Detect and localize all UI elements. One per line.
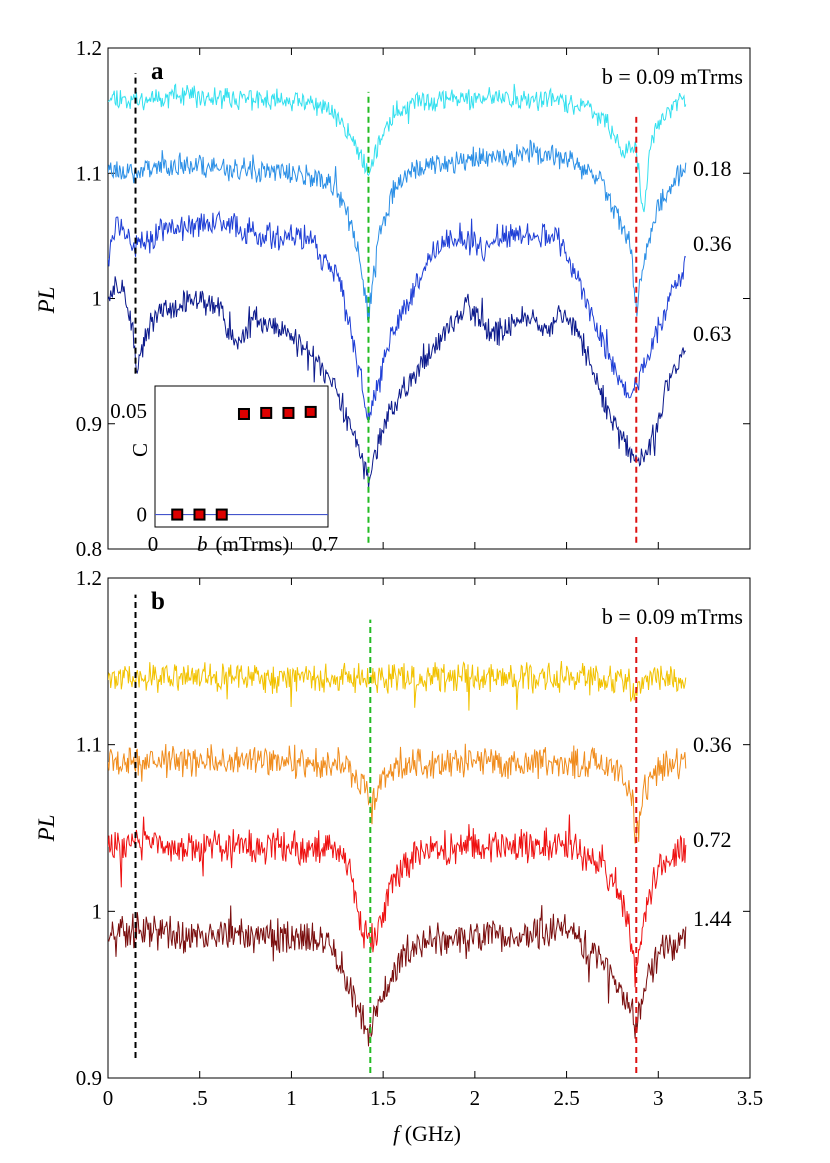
x-tick-label: .5 (192, 1086, 208, 1110)
series-0-0-line (108, 83, 687, 213)
y-tick-label: 1 (92, 287, 103, 311)
inset-x-tick-label: 0 (148, 532, 159, 556)
inset-point (260, 406, 273, 419)
y-tick-label: 0.9 (76, 412, 102, 436)
inset-point (282, 406, 295, 419)
series-1-1-line (108, 743, 687, 844)
inset-y-tick-label: 0.05 (110, 399, 147, 423)
inset-point (304, 405, 317, 418)
panel-a: 0.8 0.9 1 1.1 1.2 PL a b = 0.09 mTrms 0.18 0.36 0.… (34, 36, 751, 561)
series-0-3-line (108, 276, 686, 489)
traces (108, 83, 687, 489)
y-tick-label: 0.9 (76, 1066, 102, 1090)
series-label: 0.18 (693, 156, 732, 181)
y-tick-label: 1.1 (76, 161, 102, 185)
series-label: b = 0.09 mTrms (602, 64, 743, 89)
y-axis-label: PL (34, 815, 59, 843)
series-label: 0.36 (693, 732, 732, 757)
x-tick-label: 1 (286, 1086, 297, 1110)
panel-letter: b (151, 588, 165, 615)
series-label: 0.72 (693, 827, 732, 852)
inset-y-tick-label: 0 (137, 503, 148, 527)
series-label: 0.36 (693, 231, 732, 256)
inset-point (171, 508, 184, 521)
panel-letter: a (151, 58, 164, 85)
x-tick-label: 2 (470, 1086, 481, 1110)
axes-frame (107, 577, 751, 1079)
y-tick-label: 1.1 (76, 733, 102, 757)
series-0-1-line (108, 139, 687, 321)
inset-y-axis-label: C (128, 443, 152, 457)
y-tick-label: 0.8 (76, 537, 102, 561)
x-tick-label: 3.5 (737, 1086, 763, 1110)
x-tick-label: 3 (653, 1086, 664, 1110)
x-tick-label: 2.5 (553, 1086, 579, 1110)
panel-b: 0.9 1 1.1 1.2 PL b b = 0.09 mTrms 0.36 0.72 1.44 (34, 566, 751, 1090)
x-axis: 0 .5 1 1.5 2 2.5 3 3.5 f (GHz) (103, 1086, 763, 1146)
series-1-2-line (108, 814, 687, 988)
series-label: 1.44 (693, 906, 732, 931)
series-label: b = 0.09 mTrms (602, 604, 743, 629)
inset-point (193, 508, 206, 521)
series-0-2-line (108, 210, 687, 421)
y-tick-label: 1.2 (76, 36, 102, 60)
series-1-0-line (108, 660, 687, 711)
inset-frame (154, 385, 329, 528)
series-label: 0.63 (693, 321, 732, 346)
inset-x-tick-label: 0.7 (312, 532, 338, 556)
inset-point (237, 407, 250, 420)
traces (108, 660, 687, 1047)
x-tick-label: 1.5 (370, 1086, 396, 1110)
y-tick-label: 1.2 (76, 566, 102, 590)
y-tick-label: 1 (92, 899, 103, 923)
series-1-3-line (108, 905, 687, 1047)
x-axis-label: f (GHz) (393, 1121, 461, 1146)
inset-point (215, 508, 228, 521)
inset-chart: 0 0.05 0 0.7 b (mTrms) C (110, 385, 338, 556)
x-tick-label: 0 (103, 1086, 114, 1110)
y-axis-label: PL (34, 287, 59, 315)
inset-x-axis-label: b (mTrms) (197, 532, 289, 556)
